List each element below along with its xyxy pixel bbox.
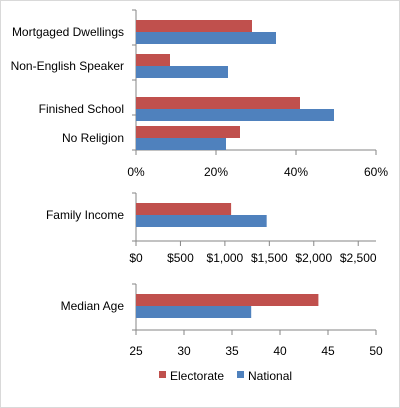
- legend-swatch-national: [237, 371, 244, 378]
- category-label: Median Age: [61, 299, 125, 313]
- bar-national-family-income: [136, 215, 267, 227]
- category-label: No Religion: [62, 131, 124, 145]
- x-tick-label: 60%: [364, 165, 388, 179]
- x-tick-label: $500: [167, 251, 194, 265]
- chart-panel-3: 25 30 35 40 45 50 Median Age: [61, 283, 383, 358]
- bar-electorate-no-religion: [136, 126, 240, 138]
- bar-national-mortgaged-dwellings: [136, 32, 276, 44]
- x-tick-label: $1,000: [207, 251, 244, 265]
- legend-label-electorate: Electorate: [170, 369, 224, 383]
- x-tick-label: 30: [177, 344, 191, 358]
- bar-electorate-mortgaged-dwellings: [136, 20, 252, 32]
- legend-swatch-electorate: [159, 371, 166, 378]
- x-tick-label: 50: [369, 344, 383, 358]
- x-tick-label: 45: [321, 344, 335, 358]
- x-tick-label: 25: [129, 344, 143, 358]
- bar-national-finished-school: [136, 109, 334, 121]
- legend-label-national: National: [248, 369, 292, 383]
- x-tick-label: 0%: [127, 165, 145, 179]
- chart-panels: 0% 20% 40% 60% Mortgaged Dwellings Non-Englis…: [11, 9, 388, 358]
- category-label: Mortgaged Dwellings: [12, 25, 124, 39]
- legend: Electorate National: [159, 369, 292, 383]
- x-tick-label: $0: [129, 251, 143, 265]
- x-tick-label: 40%: [284, 165, 308, 179]
- category-label: Non-English Speaker: [11, 59, 124, 73]
- bar-national-no-religion: [136, 138, 226, 150]
- bar-electorate-finished-school: [136, 97, 300, 109]
- bar-national-non-english-speaker: [136, 66, 228, 78]
- bar-national-median-age: [136, 306, 252, 318]
- x-tick-label: 20%: [204, 165, 228, 179]
- chart-panel-1: 0% 20% 40% 60% Mortgaged Dwellings Non-Englis…: [11, 9, 388, 179]
- category-label: Family Income: [46, 208, 124, 222]
- x-tick-label: $2,000: [295, 251, 332, 265]
- x-tick-label: $2,500: [340, 251, 377, 265]
- bar-electorate-family-income: [136, 203, 232, 215]
- chart-panel-2: $0 $500 $1,000 $1,500 $2,000 $2,500 Family Inc…: [46, 192, 377, 265]
- x-tick-label: 35: [225, 344, 239, 358]
- bar-electorate-median-age: [136, 294, 319, 306]
- x-tick-label: $1,500: [251, 251, 288, 265]
- x-tick-label: 40: [273, 344, 287, 358]
- bar-electorate-non-english-speaker: [136, 54, 170, 66]
- category-label: Finished School: [39, 102, 124, 116]
